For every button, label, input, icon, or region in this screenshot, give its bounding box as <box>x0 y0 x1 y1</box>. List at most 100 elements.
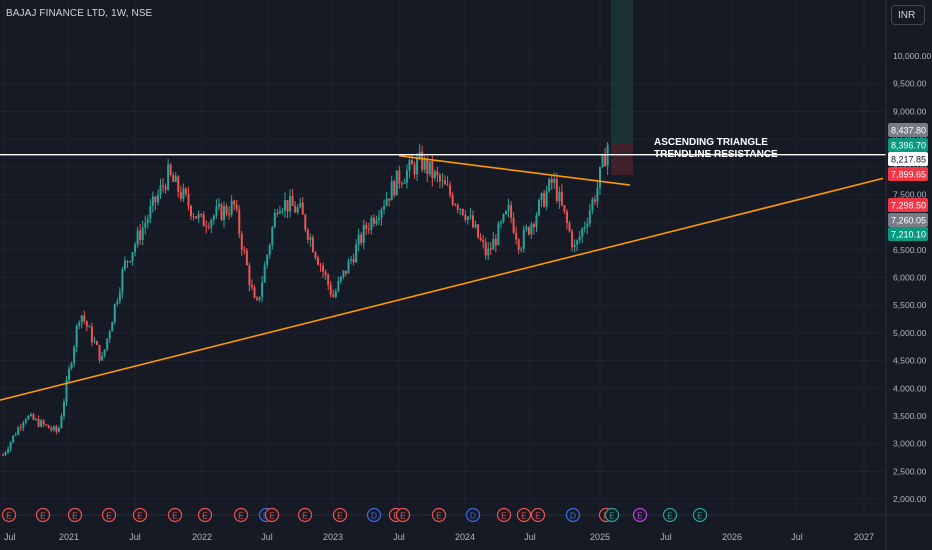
marker-letter: D <box>570 511 576 521</box>
candle <box>306 227 309 244</box>
candle-body <box>42 420 45 425</box>
candle-body <box>164 186 167 190</box>
target-zone <box>611 0 633 144</box>
candle-body <box>563 205 566 212</box>
price-tag-bg <box>888 167 928 181</box>
candle-body <box>416 158 419 175</box>
candle-body <box>29 414 32 417</box>
candle <box>179 185 182 202</box>
marker-ring <box>465 507 481 523</box>
candle-body <box>47 425 50 429</box>
candle-body <box>311 237 314 253</box>
candle <box>205 220 208 234</box>
candle-body <box>9 442 12 450</box>
marker-ring <box>431 507 447 523</box>
candles <box>2 142 609 457</box>
candle-body <box>332 294 335 297</box>
candle-body <box>212 215 215 220</box>
y-tick-label: 5,500.00 <box>893 300 927 310</box>
y-tick-label: 6,500.00 <box>893 245 927 255</box>
candle-body <box>494 238 497 246</box>
candle <box>245 248 248 266</box>
marker-letter: E <box>137 511 143 521</box>
candle-body <box>377 218 380 221</box>
candle-body <box>144 223 147 228</box>
candle-body <box>113 304 116 323</box>
candle <box>291 188 294 207</box>
price-tag-bg <box>888 152 928 166</box>
candle-body <box>471 215 474 228</box>
candle-body <box>522 229 525 249</box>
candle <box>250 279 253 291</box>
candle <box>273 208 276 229</box>
earnings-marker: E <box>197 507 213 523</box>
candle <box>555 172 558 204</box>
candle <box>510 200 513 224</box>
candle-body <box>583 226 586 229</box>
candle <box>385 191 388 207</box>
candle-body <box>322 266 325 272</box>
price-tag-label: 8,396.70 <box>891 141 926 151</box>
candle <box>405 164 408 189</box>
price-tag-label: 7,298.50 <box>891 201 926 211</box>
candle <box>253 284 256 299</box>
candle-body <box>118 292 121 302</box>
candle-body <box>230 200 233 215</box>
candle <box>258 296 261 302</box>
marker-ring <box>35 507 51 523</box>
candle <box>17 425 20 436</box>
candle-body <box>223 206 226 221</box>
candle-body <box>512 217 515 233</box>
candle-body <box>558 191 561 201</box>
candle-body <box>276 212 279 214</box>
currency-selector[interactable]: INR <box>891 5 925 25</box>
candle <box>103 349 106 358</box>
candle <box>19 423 22 432</box>
candle-body <box>156 194 159 203</box>
candle <box>365 221 368 235</box>
candle-body <box>250 285 253 288</box>
candle <box>433 169 436 182</box>
candle-body <box>271 227 274 246</box>
candle-body <box>586 223 589 227</box>
candle <box>40 418 43 428</box>
y-tick-label: 2,500.00 <box>893 466 927 476</box>
candle <box>601 153 604 169</box>
candle-body <box>174 176 177 182</box>
marker-letter: E <box>40 511 46 521</box>
earnings-marker: E <box>496 507 512 523</box>
candle-body <box>530 224 533 235</box>
candle <box>55 424 58 435</box>
candle-body <box>45 424 48 426</box>
candle <box>230 195 233 218</box>
candle <box>108 329 111 344</box>
marker-letter: E <box>521 511 527 521</box>
candle <box>545 185 548 211</box>
candle <box>172 172 175 183</box>
candle <box>489 242 492 255</box>
x-tick-label: 2024 <box>455 532 475 542</box>
earnings-marker: E <box>431 507 447 523</box>
candle-body <box>482 239 485 243</box>
candle-body <box>507 205 510 212</box>
candle-body <box>40 420 43 427</box>
candle-body <box>319 264 322 267</box>
candle-body <box>535 215 538 228</box>
candle <box>477 223 480 239</box>
candle <box>497 221 500 246</box>
marker-ring <box>167 507 183 523</box>
price-tag-bg <box>888 123 928 137</box>
candle <box>294 200 297 213</box>
candle <box>494 234 497 253</box>
candle-body <box>281 210 284 212</box>
candle <box>411 153 414 165</box>
candle-body <box>390 181 393 201</box>
x-tick-label: Jul <box>4 532 16 542</box>
price-axis-bg <box>886 0 932 550</box>
candle-body <box>591 199 594 211</box>
x-tick-label: Jul <box>660 532 672 542</box>
candle <box>499 219 502 229</box>
marker-ring <box>692 507 708 523</box>
candle-body <box>565 211 568 224</box>
